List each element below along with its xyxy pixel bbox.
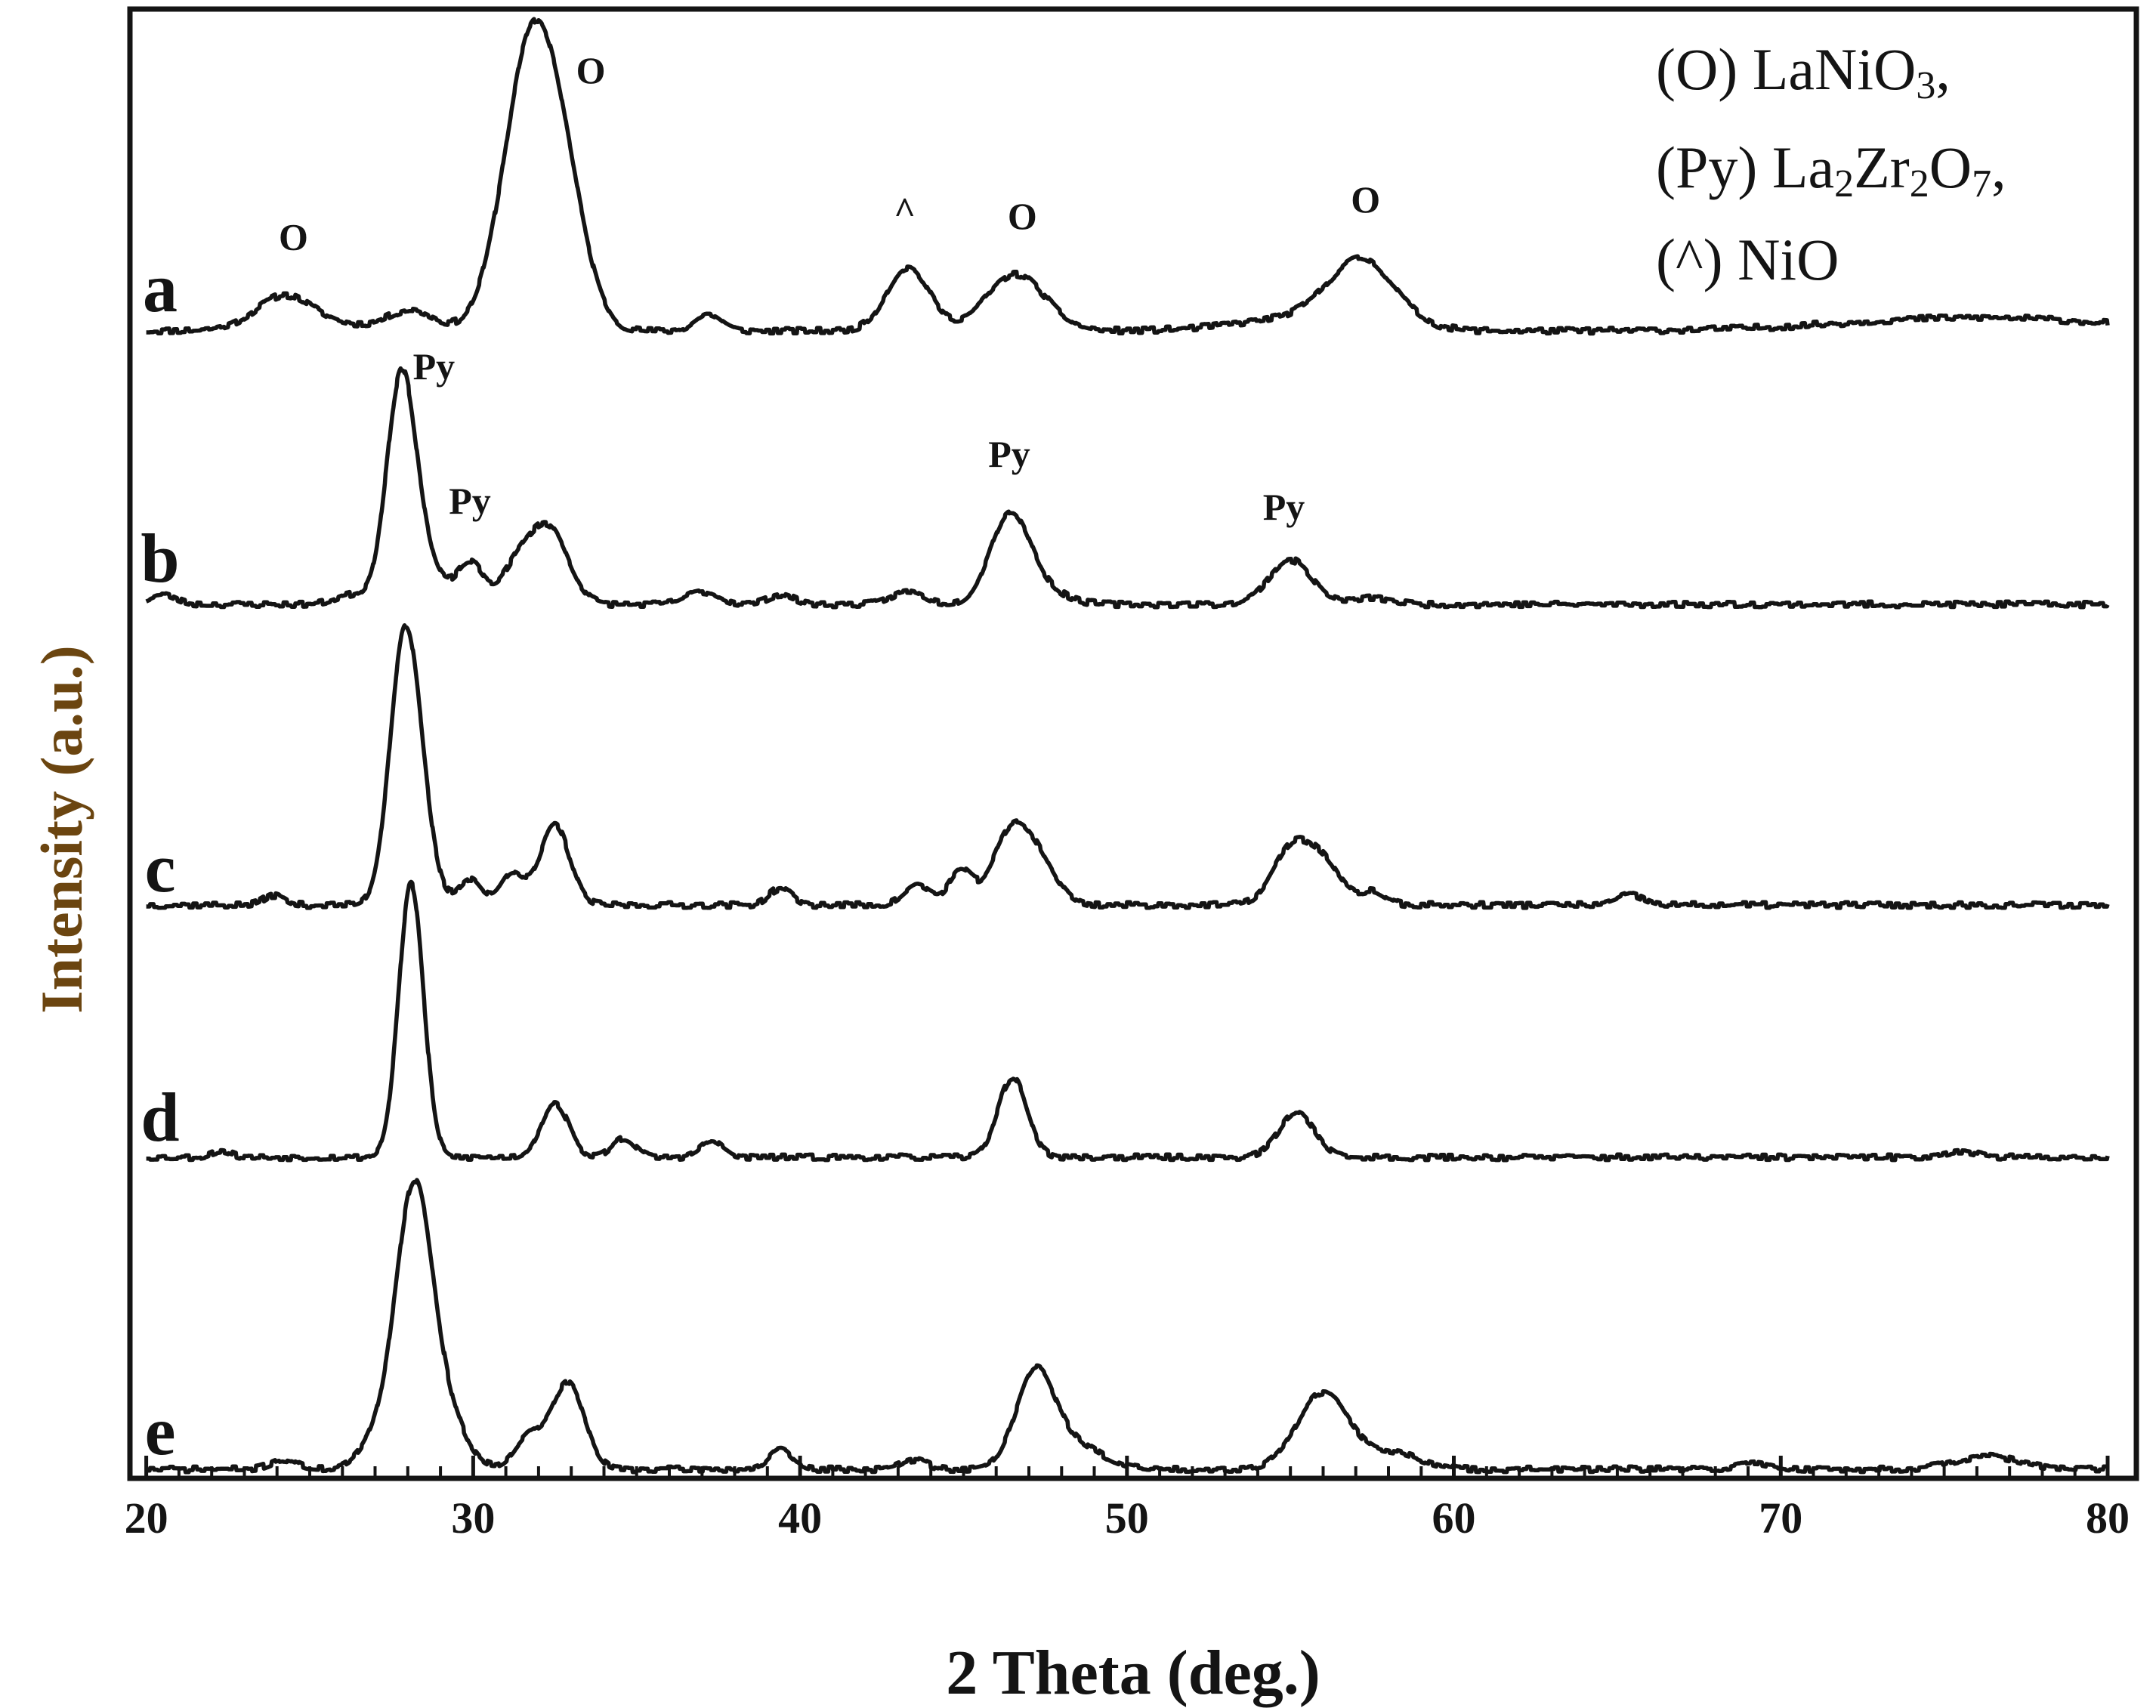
x-tick-label: 50: [1105, 1493, 1149, 1543]
peak-label: O: [1351, 178, 1380, 221]
x-axis-tick-labels: 20 30 40 50 60 70 80: [125, 1493, 2130, 1543]
series-letter-e: e: [145, 1392, 176, 1469]
peak-label: Py: [413, 345, 456, 388]
series-line-a: [144, 17, 2110, 336]
legend-item-nio: (^) NiO: [1656, 227, 1839, 292]
series-letters: a b c d e: [141, 249, 179, 1469]
peak-label: ^: [894, 189, 916, 231]
x-tick-label: 60: [1432, 1493, 1476, 1543]
series-line-d: [144, 879, 2110, 1163]
x-tick-label: 70: [1759, 1493, 1802, 1543]
series-letter-d: d: [141, 1079, 179, 1156]
peak-label: Py: [988, 433, 1030, 475]
series-line-e: [144, 1178, 2110, 1475]
peak-label: Py: [449, 480, 491, 522]
x-tick-label: 30: [451, 1493, 495, 1543]
series-line-b: [144, 366, 2110, 610]
peak-label: O: [576, 49, 606, 91]
series-letter-c: c: [145, 829, 176, 907]
x-tick-label: 20: [125, 1493, 168, 1543]
series-letter-a: a: [143, 249, 178, 326]
y-axis-title: Intensity (a.u.): [29, 645, 94, 1014]
peak-label: O: [279, 215, 308, 258]
series-letter-b: b: [141, 520, 179, 597]
legend: (O) LaNiO3, (Py) La2Zr2O7, (^) NiO: [1656, 36, 2006, 292]
x-axis-title: 2 Theta (deg.): [946, 1638, 1320, 1708]
peak-labels: O O ^ O O Py Py Py Py: [279, 49, 1380, 528]
x-tick-label: 40: [778, 1493, 822, 1543]
series-line-c: [144, 623, 2110, 910]
peak-label: O: [1008, 195, 1037, 237]
legend-item-la2zr2o7: (Py) La2Zr2O7,: [1656, 134, 2006, 205]
series-curves: [144, 17, 2110, 1475]
peak-label: Py: [1263, 486, 1305, 528]
legend-item-laniO3: (O) LaNiO3,: [1656, 36, 1951, 107]
plot-frame: [127, 6, 2139, 1481]
x-tick-label: 80: [2086, 1493, 2130, 1543]
